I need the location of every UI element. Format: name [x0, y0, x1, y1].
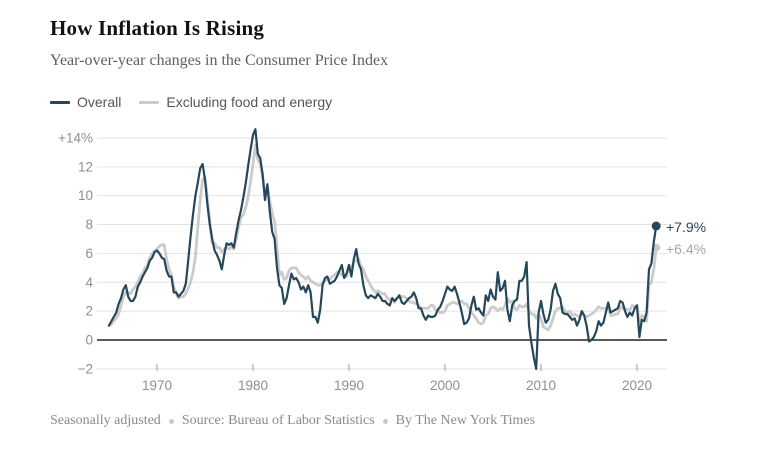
- legend-item-overall: Overall: [50, 94, 121, 110]
- svg-text:4: 4: [85, 275, 93, 290]
- svg-text:1990: 1990: [334, 378, 364, 393]
- footer-byline: By The New York Times: [395, 413, 536, 428]
- svg-text:1980: 1980: [238, 378, 268, 393]
- footer-separator-dot: [168, 418, 174, 424]
- svg-text:10: 10: [78, 188, 93, 203]
- svg-text:12: 12: [78, 159, 93, 174]
- legend-label-overall: Overall: [77, 94, 122, 110]
- footer-separator-dot: [382, 418, 388, 424]
- chart-legend: Overall Excluding food and energy: [50, 94, 332, 110]
- overall-line-swatch: [50, 100, 70, 104]
- svg-text:2010: 2010: [526, 378, 556, 393]
- legend-label-core: Excluding food and energy: [166, 94, 333, 110]
- svg-text:2: 2: [85, 304, 93, 319]
- svg-text:6: 6: [85, 246, 93, 261]
- svg-text:8: 8: [85, 217, 93, 232]
- core-line-swatch: [139, 100, 160, 104]
- end-label-overall: +7.9%: [666, 219, 707, 235]
- svg-text:−2: −2: [78, 361, 93, 376]
- end-label-core: +6.4%: [666, 241, 707, 257]
- legend-item-core: Excluding food and energy: [139, 94, 332, 110]
- footer-note: Seasonally adjusted: [50, 413, 161, 428]
- svg-text:1970: 1970: [142, 378, 172, 393]
- chart-footer: Seasonally adjusted Source: Bureau of La…: [50, 413, 535, 429]
- chart-title: How Inflation Is Rising: [50, 16, 265, 40]
- svg-text:2020: 2020: [622, 378, 652, 393]
- chart-subtitle: Year-over-year changes in the Consumer P…: [50, 52, 389, 69]
- svg-text:2000: 2000: [430, 378, 460, 393]
- svg-text:0: 0: [85, 333, 93, 348]
- svg-text:+14%: +14%: [58, 130, 93, 145]
- footer-source: Source: Bureau of Labor Statistics: [181, 413, 375, 428]
